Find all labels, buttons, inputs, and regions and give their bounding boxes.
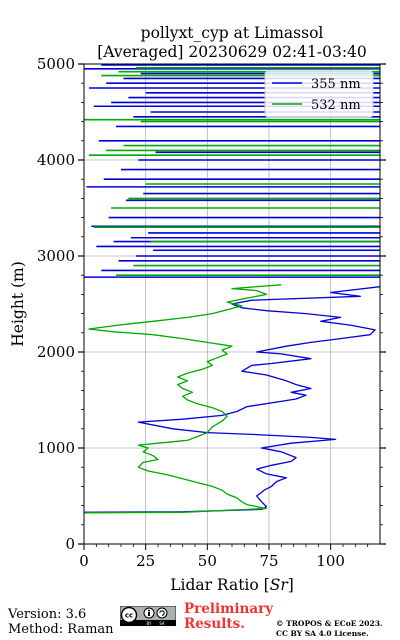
method-text: Method: Raman — [8, 622, 114, 637]
chart-title-line1: pollyxt_cyp at Limassol — [141, 24, 324, 42]
preliminary-results-note: Preliminary Results. — [184, 602, 273, 632]
y-tick-label: 1000 — [37, 439, 75, 457]
y-tick-label: 5000 — [37, 55, 75, 73]
legend-label-355: 355 nm — [311, 77, 361, 92]
series-line-1 — [84, 284, 282, 514]
x-tick-label: 25 — [136, 552, 155, 570]
version-text: Version: 3.6 — [8, 607, 87, 622]
y-tick-label: 0 — [65, 535, 75, 553]
legend-label-532: 532 nm — [311, 98, 361, 113]
y-tick-label: 2000 — [37, 343, 75, 361]
copyright-line2: CC BY SA 4.0 License. — [276, 629, 369, 638]
copyright-line1: © TROPOS & ECoE 2023. — [276, 619, 383, 628]
preliminary-line1: Preliminary — [184, 601, 274, 617]
copyright-note: © TROPOS & ECoE 2023. CC BY SA 4.0 Licen… — [276, 619, 383, 639]
x-tick-label: 0 — [79, 552, 89, 570]
x-tick-label: 75 — [259, 552, 278, 570]
y-axis-label: Height (m) — [9, 261, 27, 347]
svg-text:SA: SA — [159, 621, 165, 626]
series-line-0 — [84, 286, 380, 513]
svg-text:BY: BY — [147, 621, 153, 626]
series-layer — [84, 64, 380, 514]
x-axis-label: Lidar Ratio [Sr] — [170, 576, 294, 594]
chart-title-line2: [Averaged] 20230629 02:41-03:40 — [97, 43, 367, 61]
x-tick-label: 50 — [198, 552, 217, 570]
legend: 355 nm 532 nm — [264, 70, 374, 118]
y-tick-label: 3000 — [37, 247, 75, 265]
preliminary-line2: Results. — [184, 616, 245, 632]
lidar-ratio-chart: pollyxt_cyp at Limassol [Averaged] 20230… — [9, 24, 386, 594]
y-tick-label: 4000 — [37, 151, 75, 169]
x-tick-label: 100 — [316, 552, 345, 570]
cc-by-sa-icon: cc BY SA — [120, 606, 176, 626]
svg-text:cc: cc — [125, 612, 133, 620]
